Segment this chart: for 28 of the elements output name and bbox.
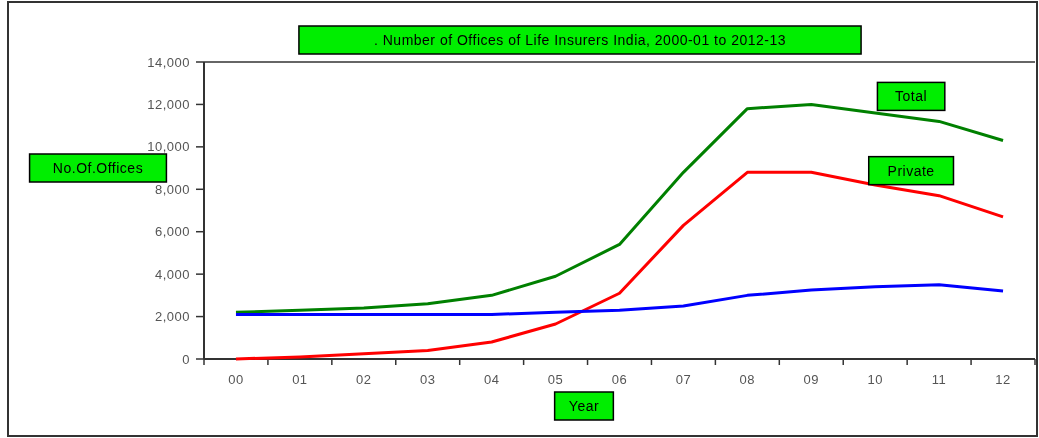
y-tick-label: 0 — [182, 351, 190, 367]
x-tick-label: 00 — [228, 371, 244, 387]
chart-title: . Number of Offices of Life Insurers India, 2000-01 to 2012-13 — [373, 31, 787, 48]
x-tick-label: 01 — [292, 371, 308, 387]
x-tick-label: 07 — [675, 371, 692, 387]
y-tick-label: 2,000 — [154, 309, 190, 325]
y-axis-title: No.Of.Offices — [52, 159, 144, 176]
x-tick-label: 02 — [356, 371, 372, 387]
x-tick-label: 06 — [611, 371, 628, 387]
y-tick-label: 4,000 — [154, 266, 190, 282]
x-tick-label: 08 — [739, 371, 756, 387]
series-label: Total — [895, 88, 928, 105]
x-tick-label: 05 — [547, 371, 564, 387]
x-tick-label: 03 — [420, 371, 436, 387]
x-tick-label: 11 — [931, 371, 947, 387]
x-tick-label: 09 — [803, 371, 819, 387]
x-tick-label: 04 — [483, 371, 500, 387]
y-tick-label: 8,000 — [154, 181, 190, 197]
x-tick-label: 10 — [867, 371, 883, 387]
line-series — [234, 102, 1005, 314]
y-tick-label: 14,000 — [147, 54, 190, 70]
line-series — [234, 283, 1005, 316]
y-tick-label: 10,000 — [147, 139, 190, 155]
y-tick-label: 12,000 — [147, 96, 190, 112]
y-tick-label: 6,000 — [154, 224, 190, 240]
series-label: Private — [887, 162, 935, 179]
x-tick-label: 12 — [995, 371, 1011, 387]
x-axis-title: Year — [568, 397, 600, 414]
